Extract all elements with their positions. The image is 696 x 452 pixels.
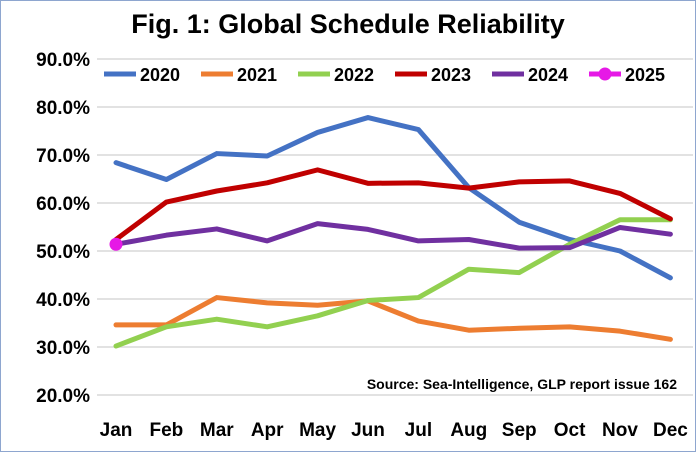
x-tick-label: Jul — [405, 420, 432, 441]
legend-label-2024: 2024 — [528, 65, 568, 85]
legend-label-2020: 2020 — [140, 65, 180, 85]
y-tick-label: 90.0% — [36, 50, 90, 71]
x-tick-label: Aug — [450, 420, 487, 441]
y-tick-label: 70.0% — [36, 146, 90, 167]
legend-label-2022: 2022 — [334, 65, 374, 85]
y-tick-label: 80.0% — [36, 98, 90, 119]
series-line-2021 — [113, 295, 673, 342]
series-line-2023 — [113, 167, 673, 242]
x-tick-label: Mar — [200, 420, 234, 441]
data-point-2025 — [109, 237, 123, 251]
legend-marker-2025 — [598, 67, 612, 81]
x-tick-label: Apr — [251, 420, 284, 441]
x-tick-label: Oct — [554, 420, 586, 441]
y-tick-label: 30.0% — [36, 338, 90, 359]
series-line-2024 — [113, 221, 673, 251]
x-tick-label: Nov — [602, 420, 638, 441]
x-tick-label: Dec — [653, 420, 688, 441]
y-tick-label: 50.0% — [36, 242, 90, 263]
x-tick-label: Feb — [150, 420, 184, 441]
legend-label-2025: 2025 — [625, 65, 665, 85]
x-tick-label: Jun — [351, 420, 385, 441]
legend-label-2023: 2023 — [431, 65, 471, 85]
y-tick-label: 20.0% — [36, 386, 90, 407]
y-tick-label: 60.0% — [36, 194, 90, 215]
series-line-2022 — [113, 217, 673, 349]
x-tick-label: May — [299, 420, 336, 441]
series-line-2020 — [113, 115, 673, 281]
chart-title: Fig. 1: Global Schedule Reliability — [131, 9, 565, 39]
x-tick-label: Jan — [100, 420, 133, 441]
x-tick-label: Sep — [502, 420, 537, 441]
legend-label-2021: 2021 — [237, 65, 277, 85]
source-annotation: Source: Sea-Intelligence, GLP report iss… — [367, 376, 677, 392]
y-tick-label: 40.0% — [36, 290, 90, 311]
